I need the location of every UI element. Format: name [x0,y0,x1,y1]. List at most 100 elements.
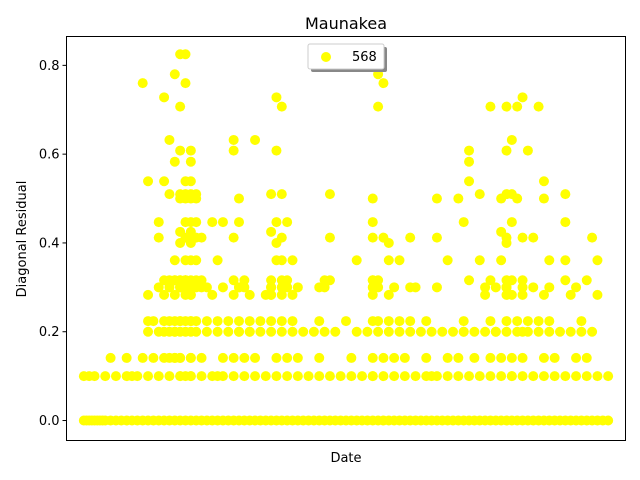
data-point [474,255,485,266]
data-point [581,275,592,286]
data-point [474,371,485,382]
data-point [276,326,287,337]
data-point [367,352,378,363]
data-point [517,275,528,286]
data-point [592,371,603,382]
data-point [351,326,362,337]
data-point [517,232,528,243]
data-point [169,255,180,266]
data-point [148,316,159,327]
data-point [522,145,533,156]
data-point [533,326,544,337]
data-point [464,371,475,382]
data-point [228,145,239,156]
data-point [485,371,496,382]
data-point [410,371,421,382]
data-point [239,275,250,286]
data-point [185,176,196,187]
data-point [437,326,448,337]
data-point [560,255,571,266]
data-point [212,326,223,337]
data-point [314,316,325,327]
data-point [373,275,384,286]
y-axis-ticks: 0.0 0.2 0.4 0.6 0.8 [39,59,67,429]
data-point [180,78,191,89]
data-point [276,289,287,300]
data-point [271,145,282,156]
data-point [212,316,223,327]
data-point [581,371,592,382]
data-point [351,255,362,266]
data-point [506,217,517,228]
data-point [153,282,164,293]
data-point [464,176,475,187]
data-point [287,289,298,300]
data-point [517,326,528,337]
data-point [501,282,512,293]
data-point [469,352,480,363]
data-point [512,101,523,112]
data-point [143,371,154,382]
data-point [592,255,603,266]
data-point [234,217,244,228]
data-point [266,316,277,327]
data-point [185,289,196,300]
data-point [169,69,180,80]
data-point [153,371,164,382]
data-point [121,352,132,363]
data-point [100,371,111,382]
data-point [538,176,549,187]
data-point [143,326,154,337]
data-point [324,371,335,382]
data-point [399,371,410,382]
data-point [538,352,549,363]
data-point [330,326,341,337]
data-point [276,316,287,327]
data-point [346,371,357,382]
data-point [533,101,544,112]
data-point [266,275,277,286]
data-point [207,217,218,228]
data-point [544,282,555,293]
data-point [565,326,576,337]
data-point [175,145,186,156]
data-point [287,255,298,266]
data-point [159,289,170,300]
data-point [464,156,475,167]
data-point [517,289,528,300]
data-point [592,289,603,300]
data-point [191,189,202,200]
y-axis-label: Diagonal Residual [15,181,30,298]
data-point [169,156,180,167]
data-point [185,237,196,248]
data-point [201,326,212,337]
data-point [383,289,394,300]
data-point [137,78,148,89]
y-tick-label: 0.2 [39,325,60,340]
data-point [314,371,325,382]
data-point [298,326,309,337]
data-point [169,326,180,337]
data-point [341,316,351,327]
data-point [250,371,261,382]
data-point [217,352,228,363]
data-point [603,415,614,426]
data-point [442,255,453,266]
data-point [175,226,186,237]
data-point [169,289,180,300]
data-point [228,232,239,243]
data-point [517,371,528,382]
data-point [565,289,576,300]
data-point [383,255,394,266]
data-point [346,352,357,363]
data-point [560,371,571,382]
data-point [217,217,228,228]
data-point [159,176,170,187]
legend-box [307,43,385,70]
data-point [474,189,485,200]
data-point [191,326,202,337]
data-point [196,371,207,382]
data-point [362,326,373,337]
data-point [266,326,277,337]
data-point [581,352,592,363]
